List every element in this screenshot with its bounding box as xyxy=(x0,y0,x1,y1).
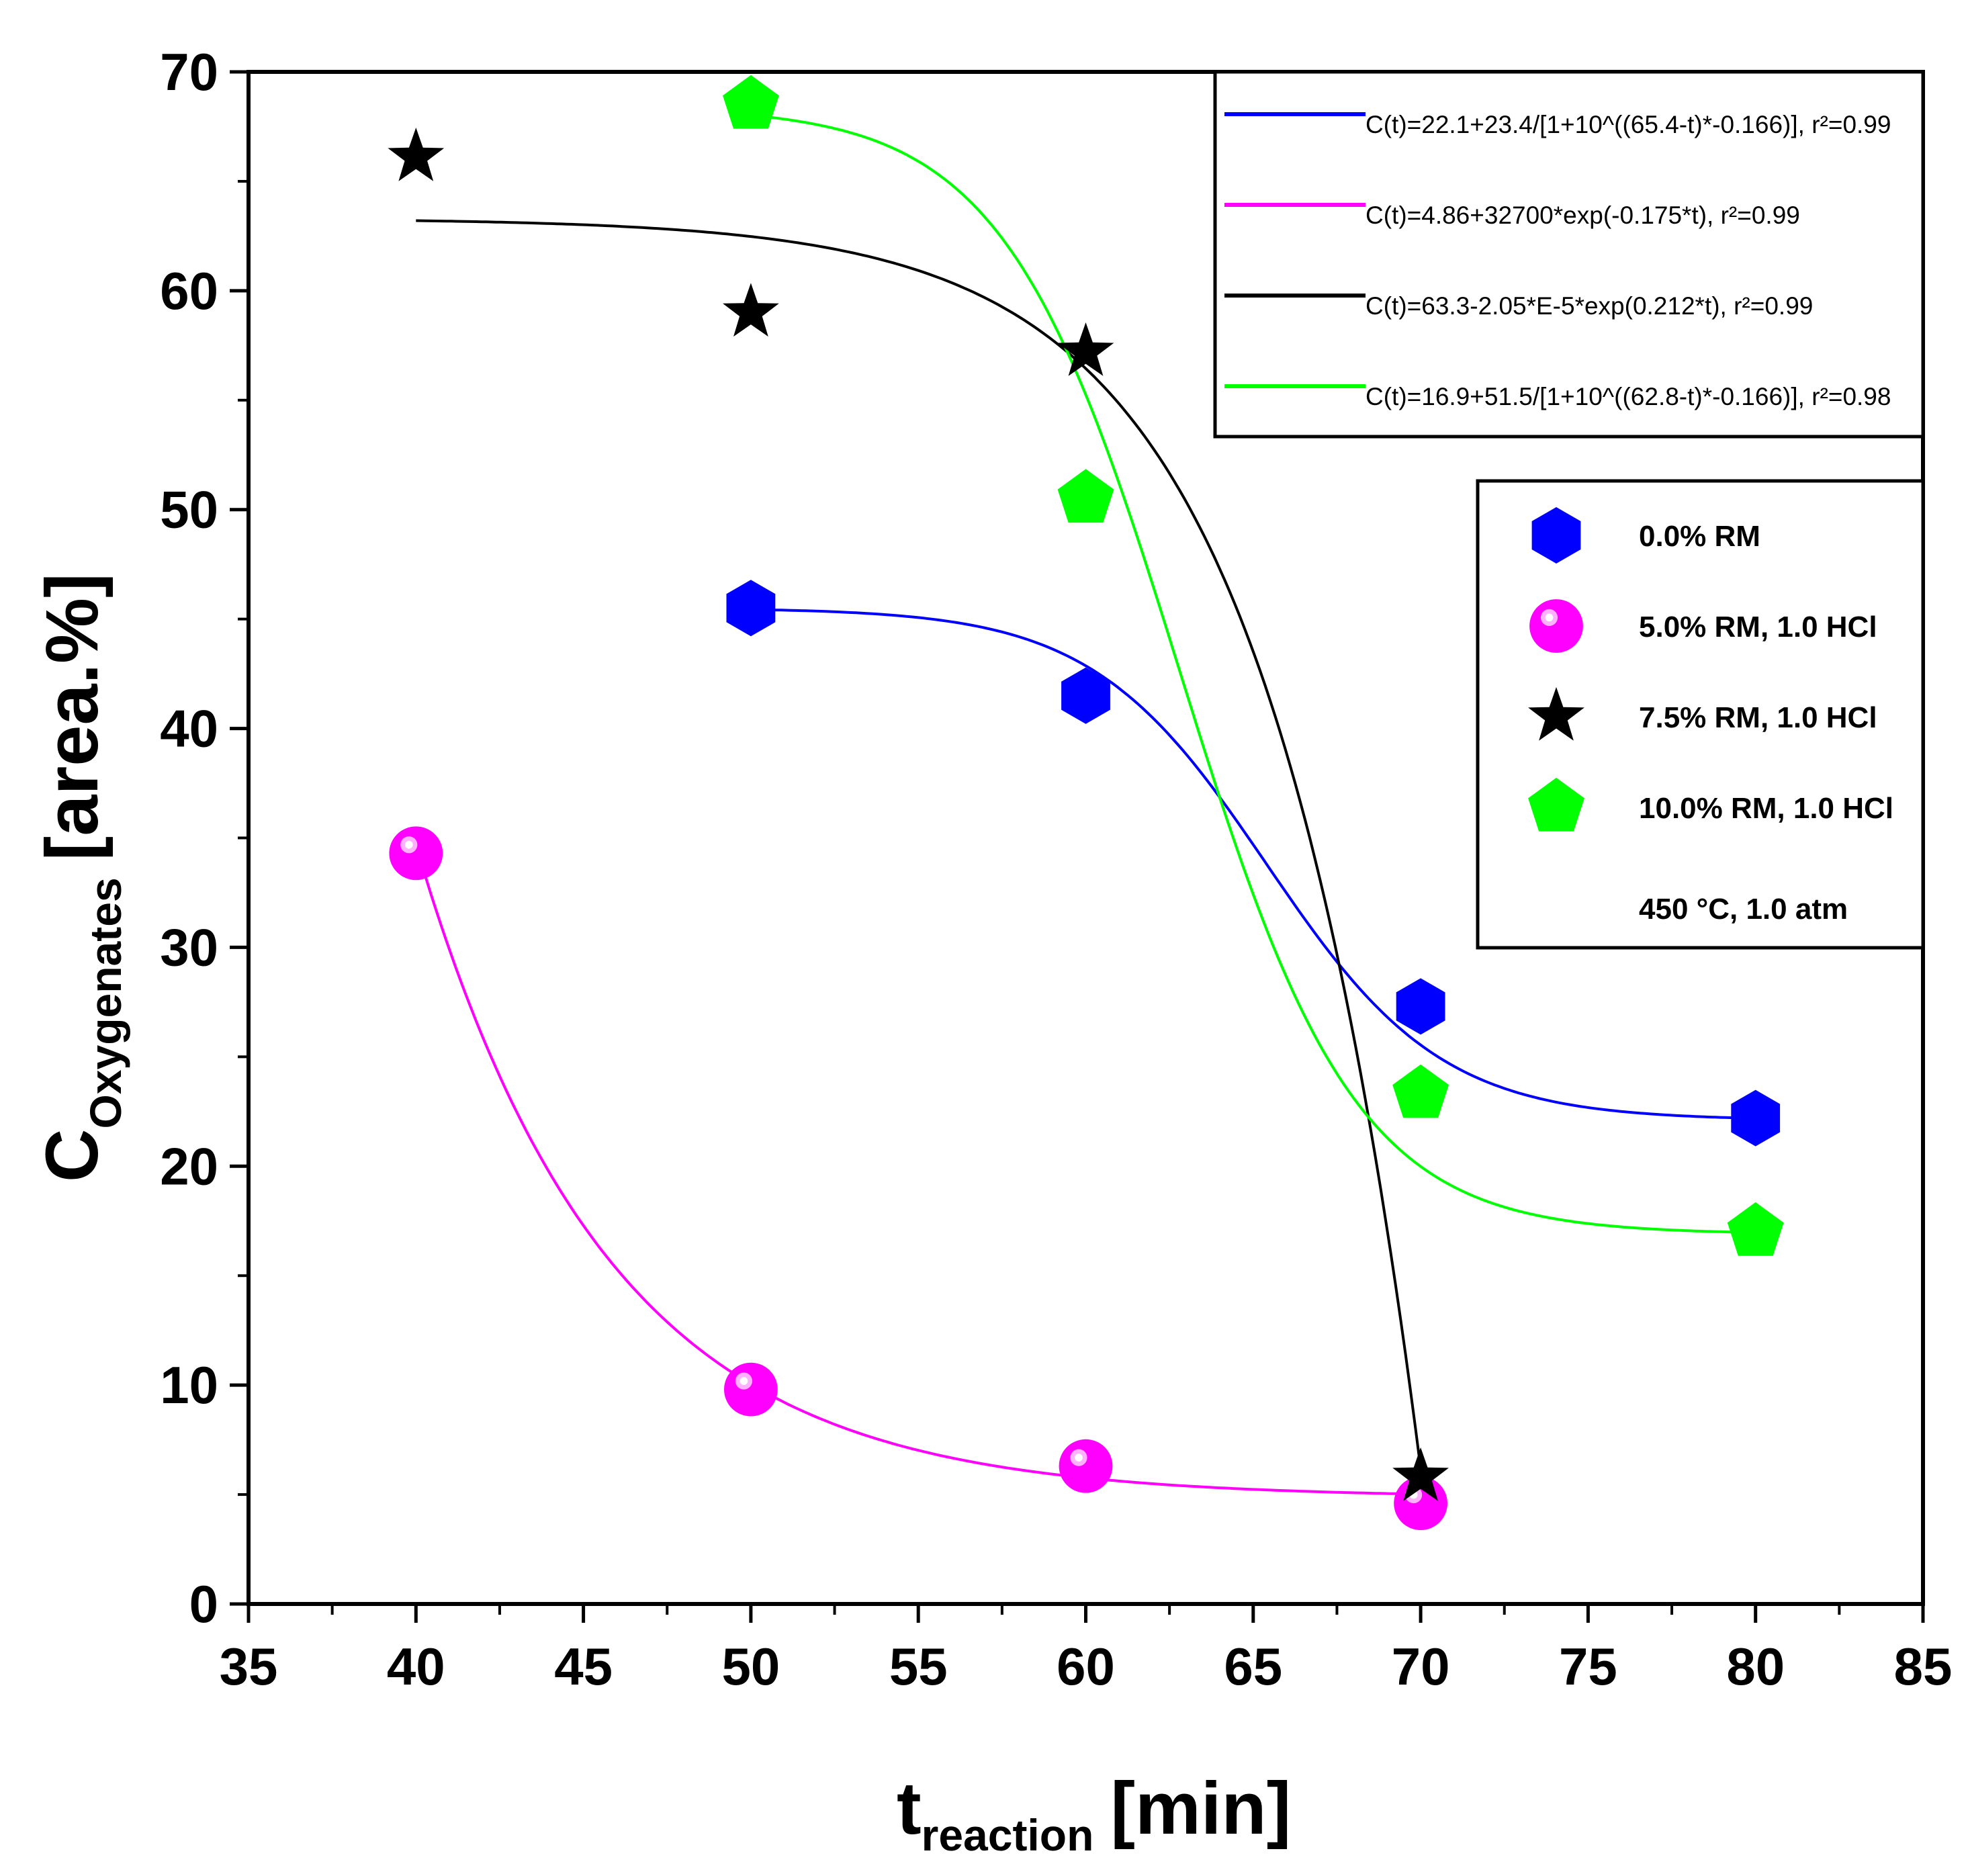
hexagon-data-point xyxy=(1396,978,1445,1035)
sphere-data-point xyxy=(724,1362,778,1417)
fit-curves xyxy=(414,114,1756,1496)
y-tick-label: 0 xyxy=(189,1574,218,1634)
x-tick-label: 35 xyxy=(220,1637,278,1696)
fit-legend: C(t)=22.1+23.4/[1+10^((65.4-t)*-0.166)],… xyxy=(1213,70,1925,439)
sphere-body xyxy=(1059,1439,1113,1493)
axes: 35 40 45 50 55 60 65 70 75 80 85 0 10 20 30 40 50 60 70 xyxy=(160,42,1952,1696)
hexagon-marker xyxy=(1531,507,1581,564)
x-tick-label: 80 xyxy=(1726,1637,1785,1696)
sphere-highlight xyxy=(1545,613,1554,622)
x-tick-label: 75 xyxy=(1559,1637,1617,1696)
x-axis-title: treaction [min] xyxy=(897,1767,1291,1860)
y-tick-label: 50 xyxy=(160,480,218,539)
y-axis-title: COxygenates[area.%] xyxy=(31,573,130,1182)
sphere-data-point xyxy=(389,826,443,881)
y-tick-label: 10 xyxy=(160,1355,218,1415)
pentagon-data-point xyxy=(1392,1064,1449,1118)
x-tick-label: 85 xyxy=(1894,1637,1953,1696)
star-data-point xyxy=(388,128,445,181)
conditions-annotation: 450 °C, 1.0 atm xyxy=(1639,893,1848,926)
pentagon-data-point xyxy=(1057,469,1114,523)
x-tick-label: 60 xyxy=(1057,1637,1115,1696)
hexagon-data-point xyxy=(1061,667,1110,724)
fit-legend-equation: C(t)=16.9+51.5/[1+10^((62.8-t)*-0.166)],… xyxy=(1366,383,1891,410)
star-data-point xyxy=(1392,1447,1449,1501)
y-tick-label: 40 xyxy=(160,699,218,758)
hexagon-data-point xyxy=(1731,1089,1781,1147)
y-tick-label: 20 xyxy=(160,1136,218,1196)
x-tick-label: 55 xyxy=(889,1637,948,1696)
x-tick-label: 40 xyxy=(387,1637,445,1696)
series-legend-label: 10.0% RM, 1.0 HCl xyxy=(1639,792,1893,825)
x-tick-label: 70 xyxy=(1392,1637,1450,1696)
sphere-body xyxy=(724,1362,778,1417)
fit-curve xyxy=(414,844,1421,1496)
x-tick-label: 65 xyxy=(1224,1637,1282,1696)
star-marker xyxy=(1528,686,1584,741)
star-data-point xyxy=(1057,322,1114,376)
series-legend-label: 5.0% RM, 1.0 HCl xyxy=(1639,611,1877,643)
y-tick-label: 70 xyxy=(160,42,218,101)
fit-curve xyxy=(416,219,1423,1469)
pentagon-data-point xyxy=(723,75,779,129)
pentagon-marker xyxy=(1528,777,1584,832)
sphere-highlight xyxy=(740,1377,748,1385)
fit-curve xyxy=(750,114,1756,1234)
sphere-body xyxy=(1529,599,1583,653)
star-data-point xyxy=(723,283,779,337)
fit-curve xyxy=(750,608,1756,1120)
series-legend-label: 0.0% RM xyxy=(1639,520,1760,553)
sphere-highlight xyxy=(1075,1454,1083,1462)
y-tick-label: 30 xyxy=(160,918,218,977)
x-tick-label: 50 xyxy=(722,1637,780,1696)
fit-legend-equation: C(t)=63.3-2.05*E-5*exp(0.212*t), r²=0.99 xyxy=(1366,292,1813,320)
fit-legend-equation: C(t)=4.86+32700*exp(-0.175*t), r²=0.99 xyxy=(1366,202,1800,229)
x-tick-label: 45 xyxy=(554,1637,613,1696)
fit-legend-equation: C(t)=22.1+23.4/[1+10^((65.4-t)*-0.166)],… xyxy=(1366,111,1891,138)
data-points xyxy=(388,75,1784,1531)
hexagon-data-point xyxy=(726,580,776,637)
pentagon-data-point xyxy=(1727,1202,1784,1256)
sphere-body xyxy=(389,826,443,881)
sphere-marker xyxy=(1529,599,1583,653)
y-tick-label: 60 xyxy=(160,261,218,320)
series-legend: 0.0% RM 5.0% RM, 1.0 HCl 7.5% RM, 1.0 HCl 1… xyxy=(1476,479,1925,950)
sphere-highlight xyxy=(404,840,413,849)
sphere-data-point xyxy=(1059,1439,1113,1493)
series-legend-label: 7.5% RM, 1.0 HCl xyxy=(1639,701,1877,734)
